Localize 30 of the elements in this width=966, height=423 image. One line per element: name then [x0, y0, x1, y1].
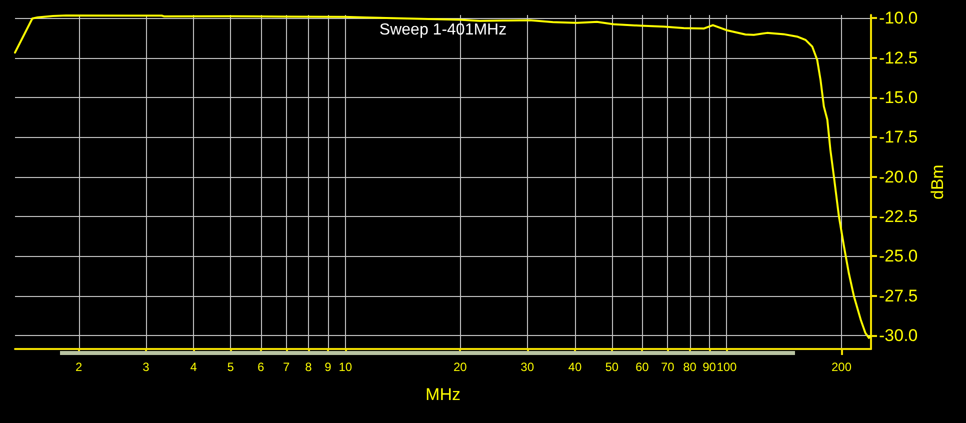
x-tick-label: 30: [520, 360, 534, 374]
x-tick-label: 20: [454, 360, 468, 374]
x-tick-label: 9: [324, 360, 332, 374]
x-tick-label: 200: [831, 360, 852, 374]
y-tick-label: -17.5: [879, 128, 918, 147]
y-tick-label: -12.5: [879, 48, 918, 68]
y-tick-label: -20.0: [879, 167, 918, 186]
y-tick-label: -10.0: [879, 8, 918, 28]
x-tick-label: 70: [660, 360, 675, 374]
x-tick-label: 90: [702, 360, 716, 374]
y-tick-label: -30.0: [879, 326, 918, 346]
x-tick-label: 8: [305, 360, 312, 374]
y-tick-label: -22.5: [879, 207, 918, 226]
x-tick-label: 2: [76, 360, 83, 374]
y-tick-label: -15.0: [879, 88, 918, 108]
x-tick-label: 10: [338, 360, 352, 374]
y-tick-label: -27.5: [879, 286, 918, 306]
x-tick-label: 60: [635, 360, 650, 374]
y-axis-title: dBm: [928, 164, 947, 200]
x-tick-label: 7: [282, 360, 290, 374]
x-tick-label: 6: [257, 360, 264, 374]
x-tick-label: 80: [683, 360, 697, 374]
x-axis-title: MHz: [426, 385, 460, 404]
x-tick-label: 40: [568, 360, 582, 374]
x-tick-label: 3: [142, 360, 150, 374]
x-tick-label: 5: [227, 360, 234, 374]
x-tick-label: 4: [190, 360, 198, 374]
y-tick-label: -25.0: [879, 246, 918, 266]
x-tick-label: 100: [716, 360, 738, 374]
x-tick-label: 50: [605, 360, 619, 374]
